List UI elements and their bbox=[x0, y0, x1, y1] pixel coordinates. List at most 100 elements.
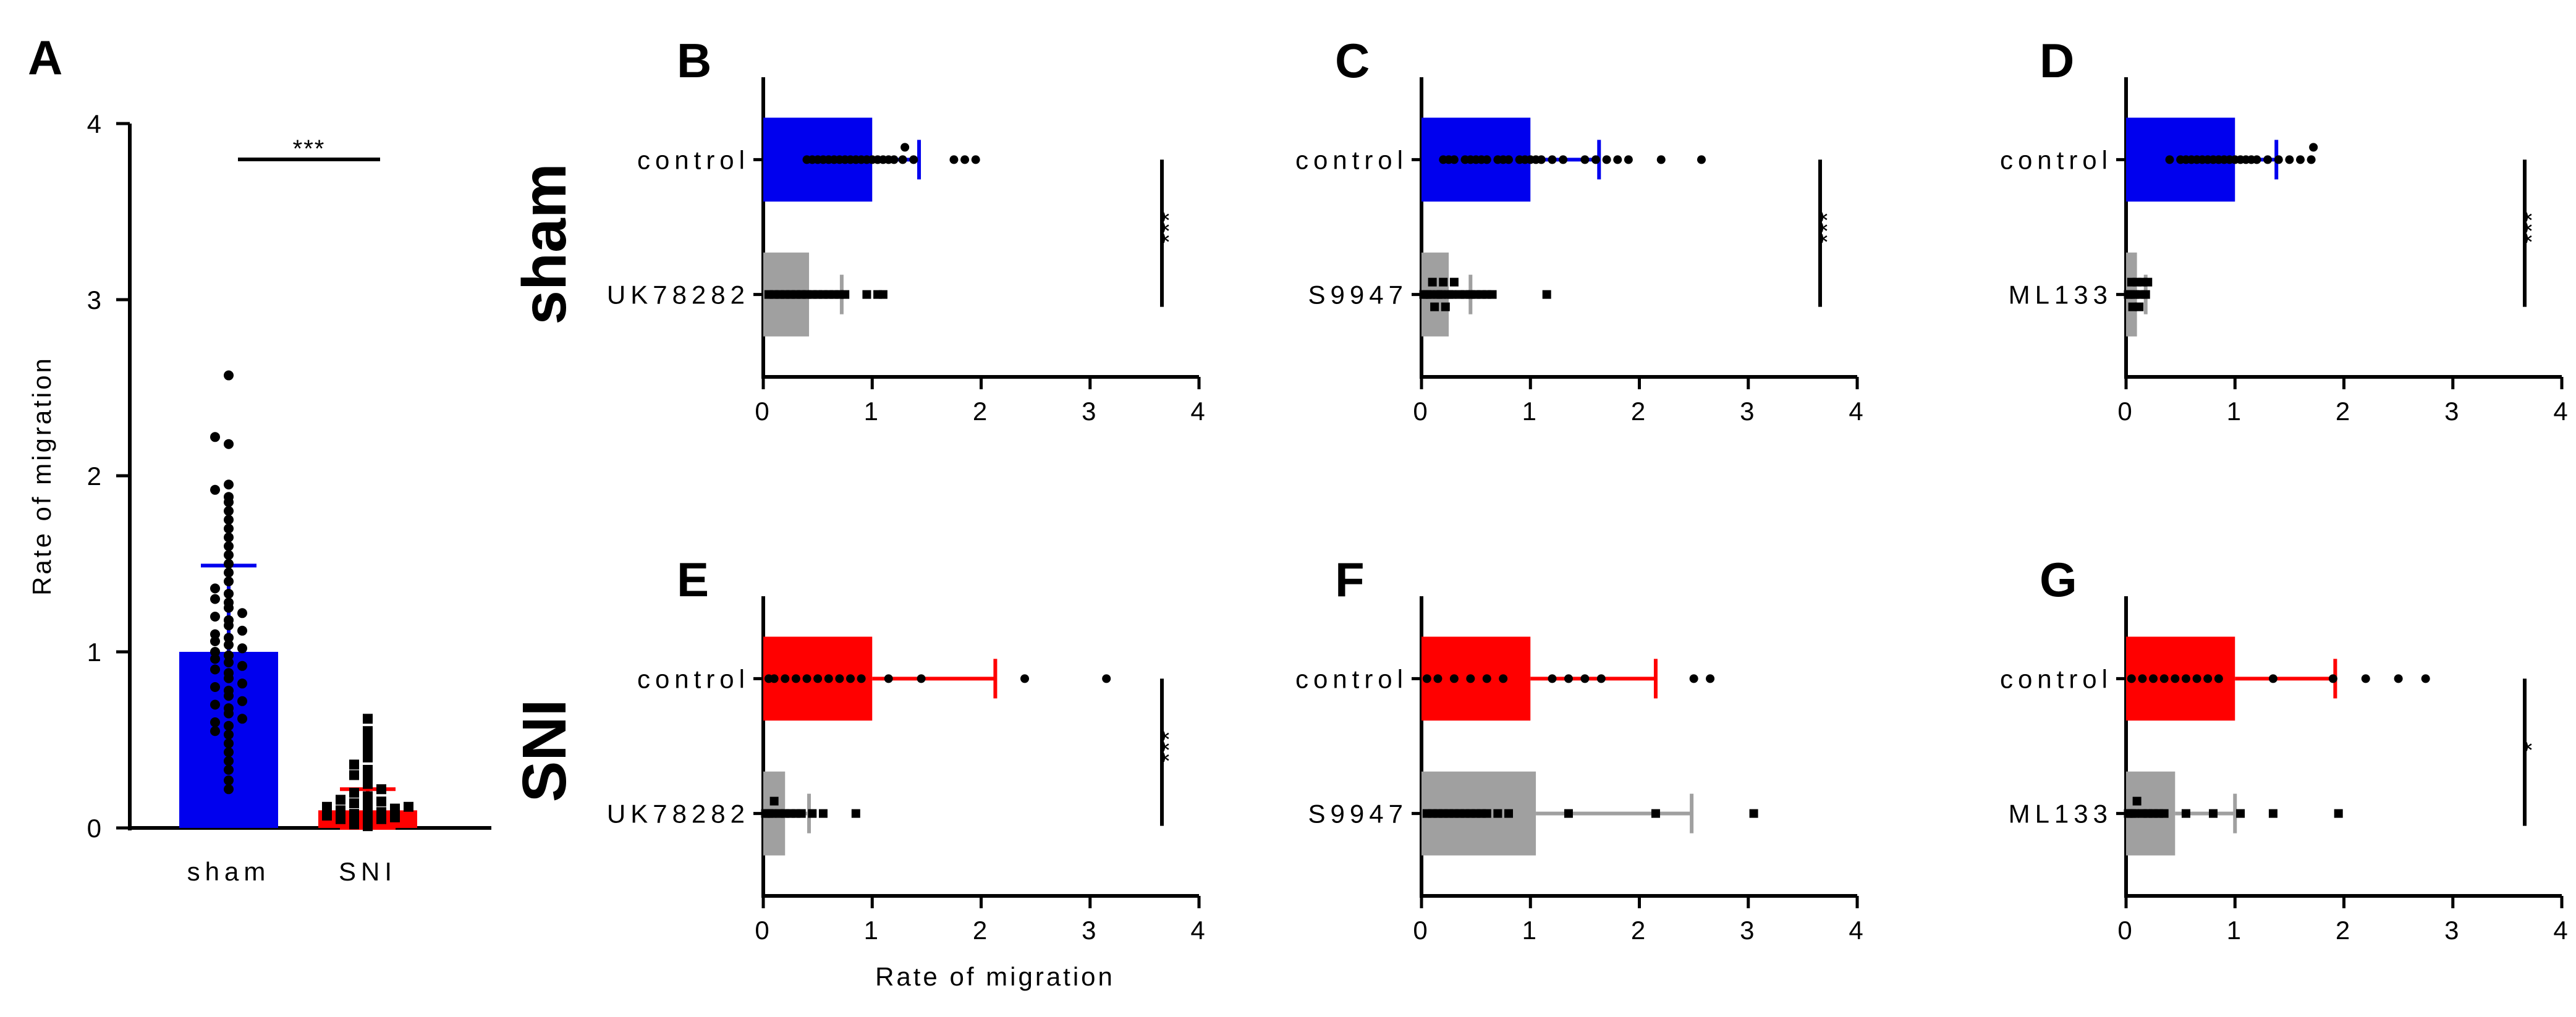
data-point bbox=[2268, 674, 2277, 683]
data-point bbox=[224, 633, 234, 643]
data-point bbox=[210, 654, 220, 664]
x-tick-label: 3 bbox=[1740, 916, 1756, 945]
data-point bbox=[376, 784, 386, 795]
data-point bbox=[1102, 674, 1111, 683]
data-point bbox=[1499, 674, 1508, 683]
row-label-sni: SNI bbox=[510, 699, 579, 803]
data-point bbox=[781, 674, 790, 683]
data-point bbox=[884, 674, 893, 683]
data-point bbox=[2132, 796, 2142, 806]
x-category-label: SNI bbox=[339, 857, 397, 886]
data-point bbox=[857, 674, 866, 683]
panel-g: G 0 1 2 3 4 control ML133 * bbox=[2000, 552, 2568, 945]
data-point bbox=[224, 775, 234, 786]
significance-stars: *** bbox=[2519, 211, 2546, 243]
data-point bbox=[224, 668, 234, 678]
data-point bbox=[2334, 809, 2343, 818]
data-point bbox=[2252, 155, 2261, 164]
x-tick-label: 1 bbox=[864, 397, 881, 426]
data-point bbox=[210, 699, 220, 710]
data-point bbox=[1433, 674, 1443, 683]
data-point bbox=[224, 506, 234, 516]
x-tick-label: 2 bbox=[2336, 916, 2352, 945]
data-point bbox=[813, 674, 823, 683]
data-point bbox=[1536, 155, 1546, 164]
data-point bbox=[2328, 674, 2337, 683]
data-point bbox=[2394, 674, 2403, 683]
data-point bbox=[1439, 277, 1448, 287]
significance-stars: *** bbox=[293, 135, 326, 162]
data-point bbox=[404, 801, 413, 812]
data-point bbox=[2159, 809, 2169, 818]
x-tick-label: 2 bbox=[2336, 397, 2352, 426]
y-tick-label: 3 bbox=[87, 285, 104, 314]
data-point bbox=[1441, 302, 1450, 311]
x-tick-label: 3 bbox=[1082, 916, 1098, 945]
significance-stars: *** bbox=[1156, 211, 1183, 243]
data-point bbox=[376, 796, 386, 807]
x-tick-label: 4 bbox=[1849, 916, 1865, 945]
data-point bbox=[1596, 674, 1606, 683]
data-point bbox=[224, 515, 234, 525]
data-point bbox=[2203, 674, 2213, 683]
data-point bbox=[210, 583, 220, 594]
data-point bbox=[2309, 143, 2318, 152]
data-point bbox=[224, 541, 234, 551]
data-point bbox=[1580, 155, 1590, 164]
panel-f: F 0 1 2 3 4 control S9947 bbox=[1295, 552, 1865, 945]
data-point bbox=[1564, 809, 1573, 818]
data-point bbox=[802, 674, 811, 683]
data-point bbox=[841, 290, 850, 299]
data-point bbox=[363, 735, 373, 745]
data-point bbox=[237, 660, 247, 671]
data-point bbox=[2127, 674, 2136, 683]
data-point bbox=[2214, 674, 2223, 683]
x-tick-label: 2 bbox=[1631, 916, 1648, 945]
data-point bbox=[1706, 674, 1715, 683]
panel-label-c: C bbox=[1335, 33, 1370, 88]
data-point bbox=[909, 155, 918, 164]
data-point bbox=[1482, 155, 1491, 164]
data-point bbox=[1559, 155, 1568, 164]
significance-stars: * bbox=[2519, 741, 2546, 752]
data-point bbox=[322, 801, 332, 812]
data-point bbox=[363, 817, 373, 828]
data-point bbox=[2135, 302, 2144, 311]
y-category-label: ML133 bbox=[2009, 281, 2112, 310]
data-point bbox=[224, 532, 234, 542]
data-point bbox=[900, 143, 910, 152]
data-point bbox=[2263, 155, 2273, 164]
data-point bbox=[2274, 155, 2283, 164]
data-point bbox=[862, 290, 871, 299]
data-point bbox=[851, 809, 860, 818]
y-tick-label: 4 bbox=[87, 109, 104, 138]
data-point bbox=[769, 796, 779, 806]
row-label-sni-text: SNI bbox=[510, 699, 579, 803]
significance-stars: *** bbox=[1814, 211, 1841, 243]
data-point bbox=[349, 798, 359, 809]
y-category-label: UK78282 bbox=[607, 800, 750, 829]
x-tick-label: 0 bbox=[755, 397, 771, 426]
data-point bbox=[2159, 674, 2169, 683]
y-category-label: control bbox=[1295, 145, 1408, 174]
data-point bbox=[2268, 809, 2277, 818]
data-point bbox=[1542, 290, 1551, 299]
x-tick-label: 4 bbox=[1190, 397, 1207, 426]
data-point bbox=[1651, 809, 1660, 818]
panel-a: A 0 1 2 3 4 Rate of migration sham SNI *** bbox=[27, 30, 491, 886]
data-point bbox=[210, 612, 220, 622]
data-point bbox=[237, 714, 247, 724]
data-point bbox=[224, 747, 234, 757]
data-point bbox=[224, 703, 234, 714]
data-point bbox=[917, 674, 926, 683]
data-point bbox=[224, 559, 234, 569]
y-category-label: UK78282 bbox=[607, 281, 750, 310]
data-point bbox=[2192, 674, 2201, 683]
data-point bbox=[349, 809, 359, 819]
data-point bbox=[376, 807, 386, 817]
data-point bbox=[224, 685, 234, 696]
x-tick-label: 2 bbox=[1631, 397, 1648, 426]
data-point bbox=[808, 809, 817, 818]
row-label-sham: sham bbox=[510, 163, 579, 324]
data-point bbox=[1449, 277, 1459, 287]
